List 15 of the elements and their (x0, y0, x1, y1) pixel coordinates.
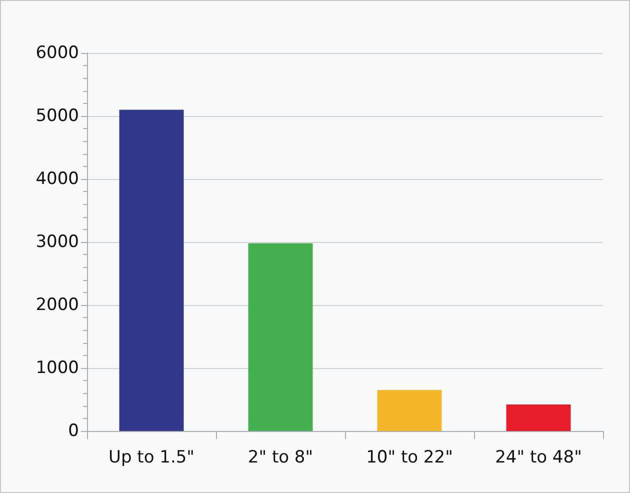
bar (119, 110, 184, 431)
y-tick-label: 5000 (36, 106, 79, 126)
y-tick-label: 0 (68, 421, 79, 441)
x-tick-label: 24" to 48" (495, 448, 582, 468)
bar (506, 404, 571, 431)
y-tick-label: 6000 (36, 43, 79, 63)
y-tick-label: 1000 (36, 358, 79, 378)
y-tick-label: 2000 (36, 295, 79, 315)
x-tick-label: 10" to 22" (366, 448, 453, 468)
y-tick-label: 3000 (36, 232, 79, 252)
bar (377, 390, 442, 431)
x-tick-label: Up to 1.5" (108, 448, 194, 468)
x-tick-label: 2" to 8" (248, 448, 314, 468)
y-tick-label: 4000 (36, 169, 79, 189)
bar (248, 243, 313, 431)
